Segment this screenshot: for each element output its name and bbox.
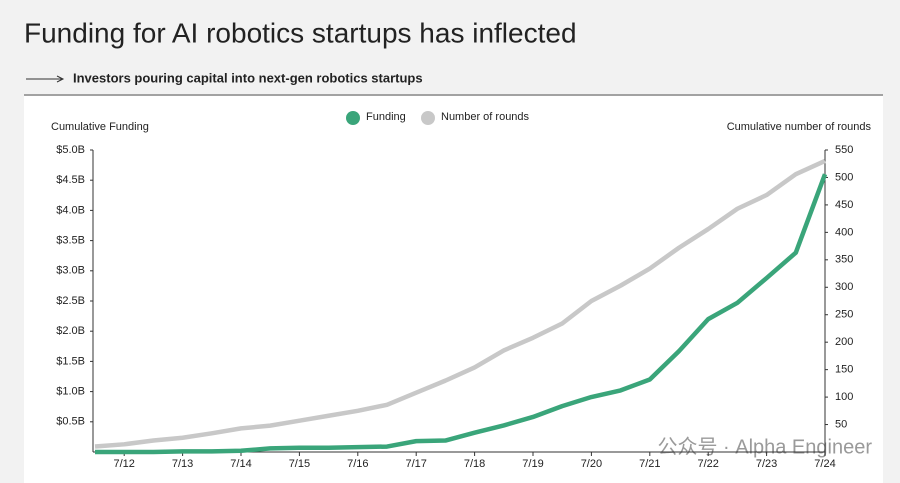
y-tick-label: $4.5B [56, 174, 85, 186]
y2-tick-label: 400 [835, 226, 853, 238]
legend-swatch [346, 111, 360, 125]
y-tick-label: $3.5B [56, 235, 85, 247]
legend-label: Funding [366, 111, 406, 123]
y-tick-label: $0.5B [56, 416, 85, 428]
x-tick-label: 7/24 [814, 458, 835, 470]
y-tick-label: $4.0B [56, 204, 85, 216]
y-tick-label: $3.0B [56, 265, 85, 277]
y2-tick-label: 250 [835, 309, 853, 321]
y2-tick-label: 500 [835, 171, 853, 183]
x-tick-label: 7/15 [289, 458, 310, 470]
x-tick-label: 7/23 [756, 458, 777, 470]
x-tick-label: 7/19 [522, 458, 543, 470]
series-line [94, 158, 826, 449]
x-tick-label: 7/20 [581, 458, 602, 470]
y-axis-title: Cumulative Funding [51, 121, 149, 133]
y2-tick-label: 50 [835, 418, 847, 430]
y2-tick-label: 550 [835, 144, 853, 156]
y-tick-label: $1.0B [56, 386, 85, 398]
y-tick-label: $5.0B [56, 144, 85, 156]
y2-tick-label: 100 [835, 391, 853, 403]
watermark: 公众号 · Alpha Engineer [657, 435, 872, 458]
legend-label: Number of rounds [441, 111, 530, 123]
x-tick-label: 7/12 [113, 458, 134, 470]
x-tick-label: 7/18 [464, 458, 485, 470]
x-tick-label: 7/16 [347, 458, 368, 470]
y-tick-label: $2.0B [56, 325, 85, 337]
y2-axis-title: Cumulative number of rounds [727, 121, 872, 133]
chart-title: Funding for AI robotics startups has inf… [24, 17, 577, 48]
y2-tick-label: 350 [835, 254, 853, 266]
y-tick-label: $1.5B [56, 355, 85, 367]
x-tick-label: 7/22 [697, 458, 718, 470]
x-tick-label: 7/21 [639, 458, 660, 470]
x-tick-label: 7/14 [230, 458, 251, 470]
y2-tick-label: 300 [835, 281, 853, 293]
y2-tick-label: 200 [835, 336, 853, 348]
y-tick-label: $2.5B [56, 295, 85, 307]
y2-tick-label: 150 [835, 364, 853, 376]
series-line [95, 173, 828, 455]
plot-panel [24, 96, 883, 483]
chart-subtitle: Investors pouring capital into next-gen … [73, 70, 423, 85]
x-tick-label: 7/13 [172, 458, 193, 470]
y2-tick-label: 450 [835, 199, 853, 211]
legend-swatch [421, 111, 435, 125]
subtitle-arrow-head [56, 75, 65, 83]
x-tick-label: 7/17 [405, 458, 426, 470]
